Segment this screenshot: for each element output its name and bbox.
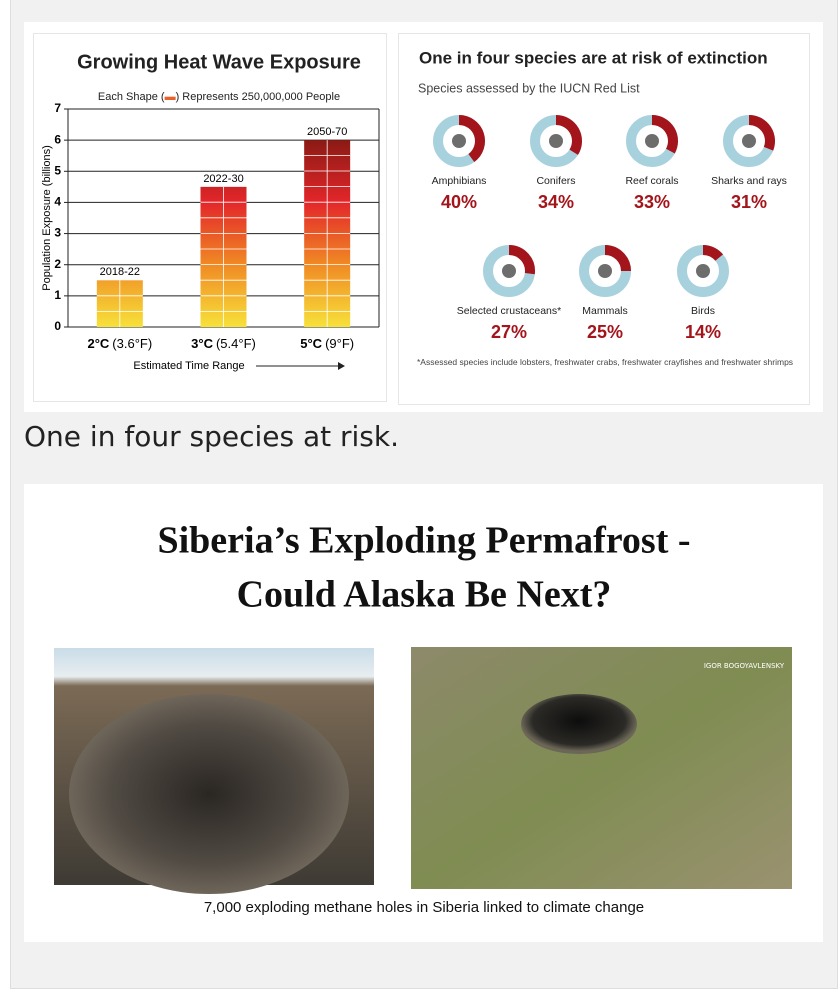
- y-tick-label: 3: [54, 226, 61, 240]
- value-label: 34%: [538, 192, 574, 212]
- y-tick-label: 6: [54, 132, 61, 146]
- chart-subtitle: Each Shape (▬) Represents 250,000,000 Pe…: [98, 91, 340, 103]
- y-tick-label: 4: [54, 195, 61, 209]
- charts-panel: Growing Heat Wave Exposure Each Shape (▬)…: [24, 22, 823, 412]
- subtitle-part: ) Represents 250,000,000 People: [176, 91, 341, 103]
- article: Siberia’s Exploding Permafrost - Could A…: [24, 484, 823, 942]
- category-note: (5.4°F): [216, 336, 256, 351]
- x-tick-label: 5°C(9°F): [300, 336, 354, 351]
- chart-title: Growing Heat Wave Exposure: [77, 51, 361, 73]
- x-tick-label: 3°C(5.4°F): [191, 336, 256, 351]
- species-name: Sharks and rays: [711, 175, 787, 187]
- y-tick-label: 2: [54, 257, 61, 271]
- photo: [411, 647, 792, 889]
- article-title: Siberia’s Exploding Permafrost -: [157, 520, 690, 562]
- category: 3°C: [191, 336, 213, 351]
- value-label: 14%: [685, 322, 721, 342]
- species-icon: [549, 134, 563, 148]
- category-note: (9°F): [325, 336, 354, 351]
- species-icon: [598, 264, 612, 278]
- footnote: *Assessed species include lobsters, fres…: [417, 356, 797, 368]
- footnote-box: *Assessed species include lobsters, fres…: [417, 356, 797, 386]
- category: 2°C: [87, 336, 109, 351]
- value-label: 33%: [634, 192, 670, 212]
- y-tick-label: 0: [54, 319, 61, 333]
- photo-caption: 7,000 exploding methane holes in Siberia…: [204, 899, 644, 916]
- species-name: Birds: [691, 305, 715, 317]
- bar-chart: Growing Heat Wave Exposure Each Shape (▬)…: [33, 33, 387, 402]
- chart-title: One in four species are at risk of extin…: [419, 48, 768, 67]
- species-icon: [696, 264, 710, 278]
- species-name: Conifers: [536, 175, 575, 187]
- y-tick-label: 1: [54, 288, 61, 302]
- species-name: Amphibians: [432, 175, 487, 187]
- bar-label: 2018-22: [100, 266, 140, 278]
- category: 5°C: [300, 336, 322, 351]
- species-icon: [742, 134, 756, 148]
- y-tick-label: 7: [54, 101, 61, 115]
- donut-chart: One in four species are at risk of extin…: [398, 33, 810, 405]
- species-name: Reef corals: [625, 175, 678, 187]
- photo-crater: [69, 694, 349, 894]
- species-name: Mammals: [582, 305, 628, 317]
- x-arrow-head: [338, 362, 345, 370]
- photo-credit: IGOR BOGOYAVLENSKY: [704, 662, 785, 670]
- article-title: Could Alaska Be Next?: [237, 574, 612, 616]
- species-name: Selected crustaceans*: [457, 305, 561, 317]
- photo-crater: [521, 694, 637, 754]
- donut-segment: [703, 250, 719, 258]
- species-icon: [502, 264, 516, 278]
- caption: One in four species at risk.: [24, 420, 399, 453]
- value-label: 27%: [491, 322, 527, 342]
- y-axis-label: Population Exposure (billions): [41, 145, 53, 291]
- value-label: 40%: [441, 192, 477, 212]
- article-panel: Siberia’s Exploding Permafrost - Could A…: [24, 484, 823, 942]
- bar-label: 2022-30: [203, 173, 243, 185]
- species-icon: [452, 134, 466, 148]
- shape-icon: ▬: [165, 91, 176, 103]
- chart-subtitle: Species assessed by the IUCN Red List: [418, 81, 640, 95]
- x-tick-label: 2°C(3.6°F): [87, 336, 152, 351]
- species-icon: [645, 134, 659, 148]
- value-label: 25%: [587, 322, 623, 342]
- y-tick-label: 5: [54, 163, 61, 177]
- value-label: 31%: [731, 192, 767, 212]
- category-note: (3.6°F): [112, 336, 152, 351]
- page: Growing Heat Wave Exposure Each Shape (▬)…: [0, 0, 838, 990]
- subtitle-part: Each Shape (: [98, 91, 165, 103]
- bar-label: 2050-70: [307, 126, 347, 138]
- x-axis-label: Estimated Time Range: [133, 360, 244, 372]
